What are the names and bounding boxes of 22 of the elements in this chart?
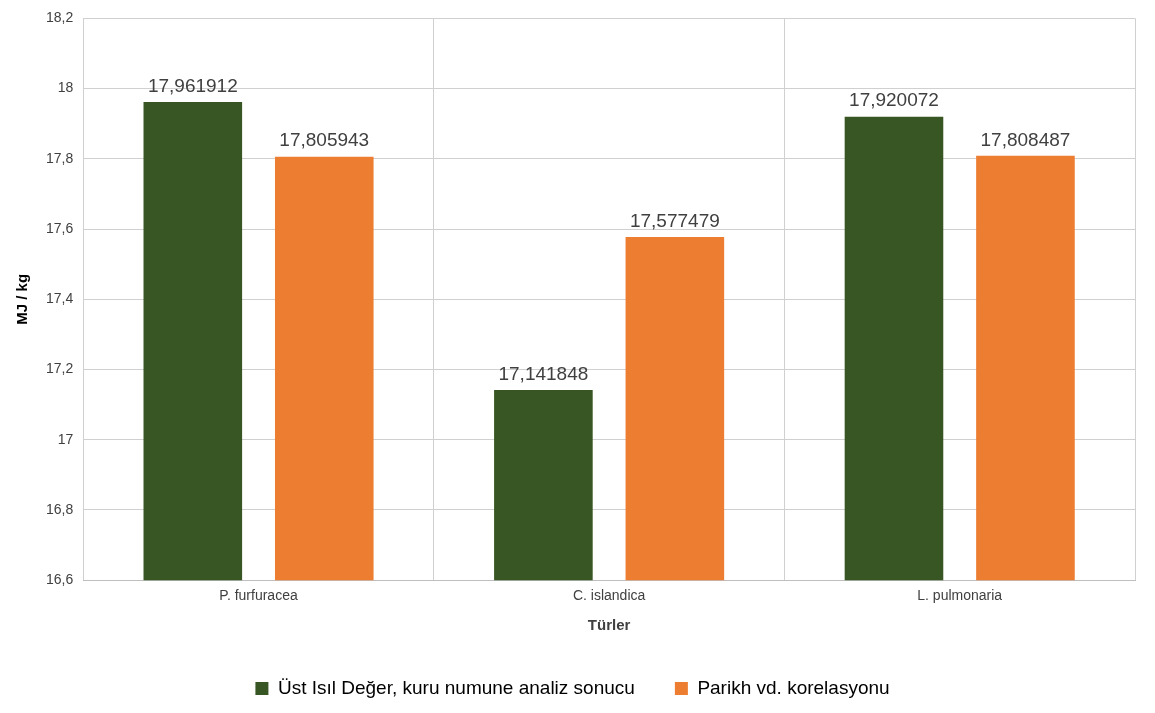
data-label: 17,577479 xyxy=(629,209,720,231)
y-axis-title: MJ / kg xyxy=(13,273,31,325)
data-label: 17,805943 xyxy=(279,129,370,151)
data-label: 17,961912 xyxy=(147,74,238,96)
y-tick-label: 17,2 xyxy=(46,360,74,377)
y-tick-label: 16,8 xyxy=(46,500,74,517)
y-tick-label: 17,6 xyxy=(46,219,74,236)
y-tick-label: 17,4 xyxy=(46,290,74,307)
x-tick-label: C. islandica xyxy=(572,587,646,604)
y-tick-label: 17,8 xyxy=(46,149,74,166)
y-tick-label: 18,2 xyxy=(46,9,74,26)
data-label: 17,920072 xyxy=(849,89,939,111)
y-tick-label: 17 xyxy=(57,430,74,447)
legend-label: Üst Isıl Değer, kuru numune analiz sonucu xyxy=(277,676,635,698)
x-axis-title: Türler xyxy=(587,616,631,634)
x-tick-label: L. pulmonaria xyxy=(917,587,1003,604)
data-label: 17,141848 xyxy=(498,362,589,384)
legend-label: Parikh vd. korelasyonu xyxy=(697,676,890,698)
y-tick-label: 18 xyxy=(57,79,74,96)
y-tick-label: 16,6 xyxy=(46,571,74,588)
data-label: 17,808487 xyxy=(980,128,1071,150)
x-tick-label: P. furfuracea xyxy=(219,587,298,604)
